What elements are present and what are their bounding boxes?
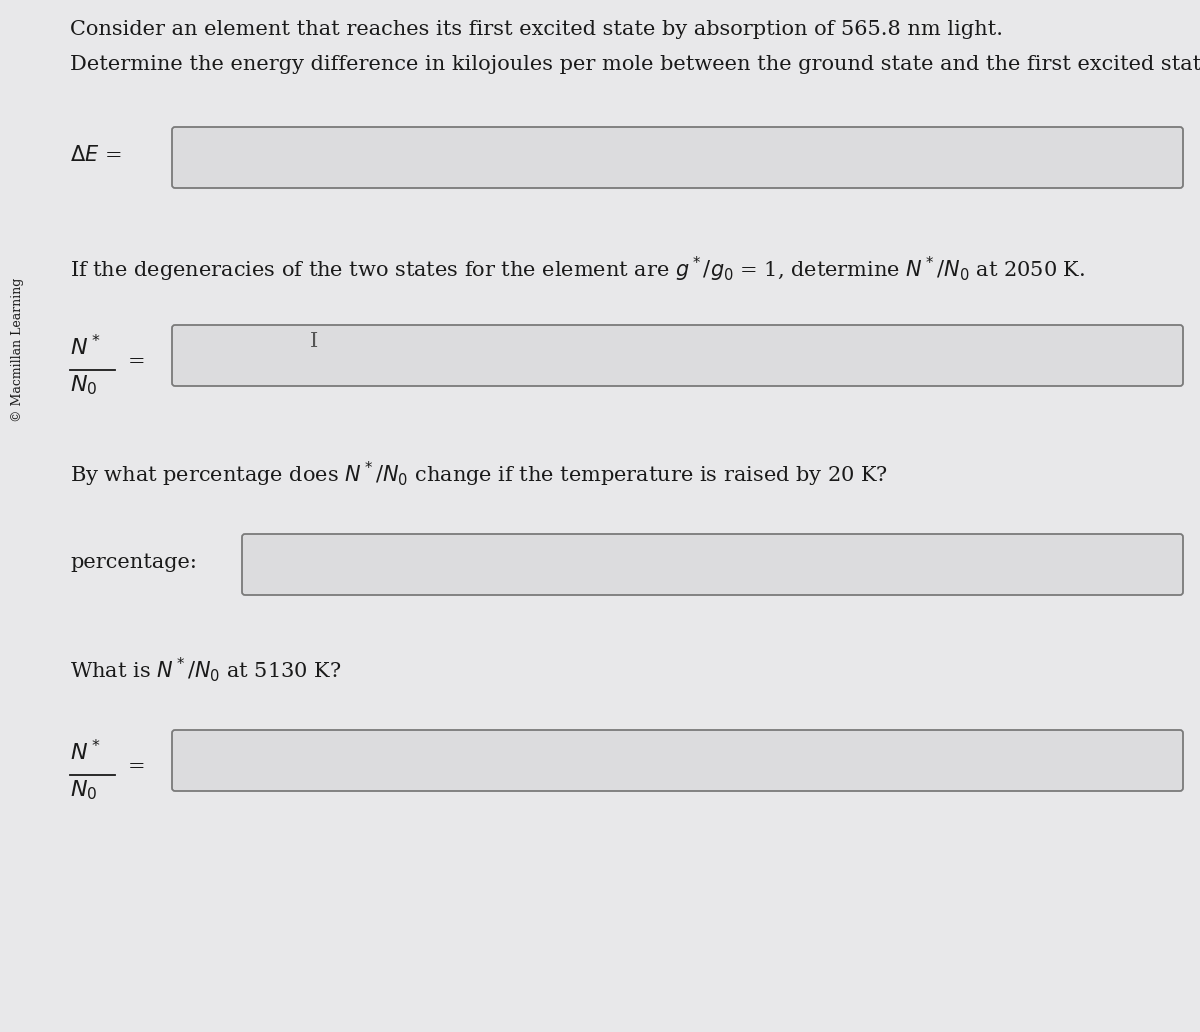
- FancyBboxPatch shape: [172, 127, 1183, 188]
- Text: $N_0$: $N_0$: [70, 373, 97, 396]
- Text: $N_0$: $N_0$: [70, 778, 97, 802]
- Text: © Macmillan Learning: © Macmillan Learning: [12, 278, 24, 422]
- Text: =: =: [128, 352, 145, 370]
- Text: $N^*$: $N^*$: [70, 740, 101, 765]
- FancyBboxPatch shape: [242, 534, 1183, 595]
- Text: Determine the energy difference in kilojoules per mole between the ground state : Determine the energy difference in kiloj…: [70, 55, 1200, 74]
- Text: =: =: [128, 757, 145, 776]
- Text: percentage:: percentage:: [70, 553, 197, 572]
- Text: $\Delta E$ =: $\Delta E$ =: [70, 146, 121, 165]
- FancyBboxPatch shape: [172, 730, 1183, 791]
- Text: If the degeneracies of the two states for the element are $g^*/g_0$ = 1, determi: If the degeneracies of the two states fo…: [70, 255, 1085, 284]
- Text: I: I: [310, 332, 318, 351]
- Text: By what percentage does $N^*/N_0$ change if the temperature is raised by 20 K?: By what percentage does $N^*/N_0$ change…: [70, 460, 888, 489]
- Text: $N^*$: $N^*$: [70, 335, 101, 360]
- Text: Consider an element that reaches its first excited state by absorption of 565.8 : Consider an element that reaches its fir…: [70, 20, 1003, 39]
- Text: What is $N^*/N_0$ at 5130 K?: What is $N^*/N_0$ at 5130 K?: [70, 655, 341, 684]
- FancyBboxPatch shape: [172, 325, 1183, 386]
